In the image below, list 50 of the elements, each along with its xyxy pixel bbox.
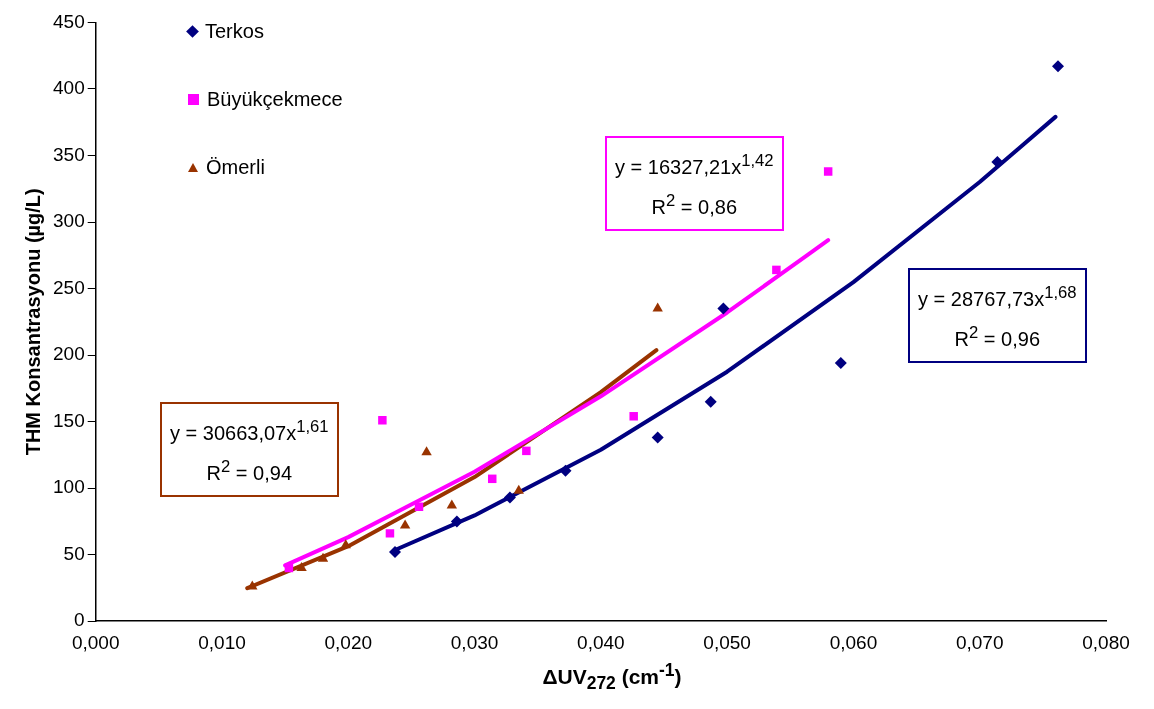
point: [317, 552, 329, 562]
y-axis-title: THM Konsantrasyonu (µg/L): [21, 188, 44, 456]
x-tick-label: 0,010: [198, 631, 246, 653]
annotation: y = 28767,73x$^{1,68}$: [918, 282, 1077, 312]
y-tick-label: 150: [53, 409, 85, 431]
point: [389, 546, 401, 559]
legend-label: Ömerli: [206, 156, 265, 179]
y-tick-label: 250: [53, 276, 85, 298]
y-tick-label: 450: [53, 10, 85, 32]
legend-label: Büyükçekmece: [207, 88, 343, 111]
y-tick-label: 300: [53, 210, 85, 232]
x-tick-label: 0,040: [577, 631, 625, 653]
point: [399, 519, 411, 529]
x-tick-label: 0,020: [324, 631, 373, 653]
x-tick-label: 0,060: [829, 631, 878, 653]
point: [823, 167, 833, 176]
annotation: y = 30663,07x$^{1,61}$: [170, 416, 329, 446]
point: [450, 515, 463, 528]
x-tick-label: 0,030: [450, 631, 499, 653]
x-tick-label: 0,050: [703, 631, 751, 653]
point: [629, 412, 638, 421]
point: [651, 431, 664, 444]
point: [385, 529, 395, 538]
y-tick-label: 0: [74, 609, 85, 631]
y-tick-label: 200: [53, 343, 85, 365]
point: [1052, 60, 1065, 73]
point: [717, 302, 730, 315]
y-tick-label: 50: [63, 542, 85, 564]
point: [834, 357, 847, 370]
annotation: R$^{2}$ = 0,96: [953, 321, 1042, 352]
point: [513, 484, 524, 494]
annotation: R$^{2}$ = 0,94: [205, 455, 294, 486]
point: [503, 491, 516, 504]
point: [522, 446, 531, 456]
point: [772, 265, 781, 275]
x-tick-label: 0,000: [71, 631, 120, 653]
point: [296, 561, 307, 571]
x-tick-label: 0,080: [1082, 631, 1130, 653]
legend-label: Terkos: [205, 20, 264, 43]
y-tick-label: 350: [53, 143, 85, 165]
y-tick-label: 400: [53, 77, 85, 99]
point: [378, 416, 387, 425]
point: [421, 446, 432, 456]
annotation: R$^{2}$ = 0,86: [650, 189, 739, 220]
point: [704, 395, 717, 408]
x-tick-label: 0,070: [955, 631, 1004, 653]
annotation: y = 16327,21x$^{1,42}$: [615, 150, 774, 180]
x-axis-title: ΔUV$_{272}$ (cm$^{-1}$): [541, 660, 683, 695]
y-tick-label: 100: [53, 476, 85, 498]
point: [247, 580, 258, 590]
